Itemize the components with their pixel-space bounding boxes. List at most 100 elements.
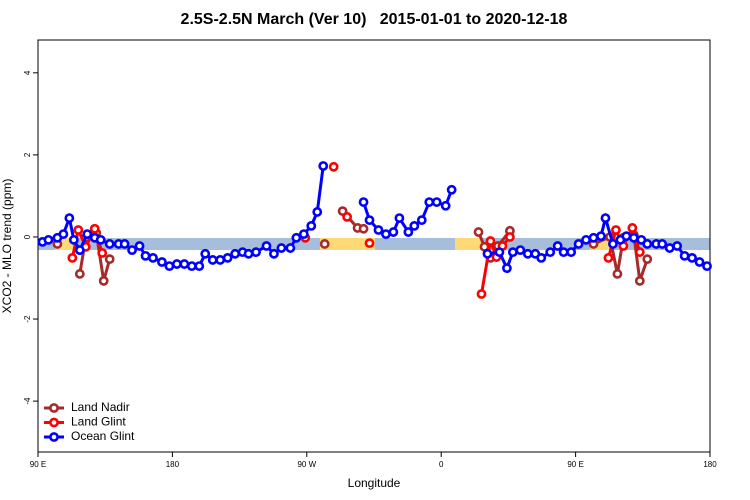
data-point: [127, 245, 137, 256]
data-point: [403, 227, 414, 237]
data-point: [58, 229, 69, 239]
data-point: [545, 247, 556, 258]
data-point: [342, 211, 353, 222]
data-point: [269, 248, 279, 259]
data-point: [485, 236, 496, 246]
data-point: [634, 275, 645, 286]
x-tick-label: 90 E: [567, 460, 583, 469]
data-point: [251, 247, 261, 258]
data-point: [215, 255, 226, 265]
data-point: [603, 253, 614, 263]
data-point: [222, 253, 233, 263]
reference-band-land: [455, 238, 482, 250]
data-point: [89, 223, 100, 234]
data-point: [276, 243, 287, 253]
data-point: [596, 231, 606, 242]
data-point: [679, 250, 690, 261]
data-point: [319, 239, 330, 249]
y-tick-label: -2: [23, 315, 32, 323]
reference-band-land: [320, 238, 375, 250]
data-point: [67, 253, 78, 263]
data-point: [381, 229, 391, 239]
data-point: [243, 248, 254, 259]
data-point: [104, 239, 115, 249]
data-point: [687, 253, 697, 263]
data-point: [68, 234, 79, 245]
data-point: [612, 269, 623, 279]
data-point: [473, 227, 484, 237]
data-point: [200, 248, 211, 259]
data-point: [627, 223, 638, 233]
data-point: [74, 245, 85, 256]
data-point: [312, 207, 323, 217]
data-point: [657, 239, 668, 249]
data-point: [119, 239, 130, 249]
data-point: [536, 253, 547, 263]
data-point: [664, 243, 675, 253]
data-point: [515, 245, 526, 256]
data-point: [476, 289, 487, 299]
data-point: [364, 238, 375, 249]
data-point: [394, 213, 405, 223]
data-point: [424, 197, 435, 207]
data-point: [600, 213, 611, 223]
data-point: [140, 250, 151, 261]
data-point: [409, 220, 420, 231]
data-point: [611, 225, 621, 235]
y-tick-label: 0: [23, 234, 32, 239]
plot-frame: [37, 39, 711, 453]
data-point: [581, 234, 591, 245]
data-point: [179, 259, 190, 269]
data-point: [507, 247, 518, 258]
data-point: [358, 223, 369, 234]
data-point: [207, 255, 218, 265]
data-point: [628, 232, 639, 243]
data-point: [328, 161, 339, 172]
data-point: [482, 248, 493, 259]
data-point: [504, 232, 515, 242]
data-point: [164, 261, 175, 272]
data-point: [95, 234, 106, 245]
x-tick-label: 180: [703, 460, 717, 469]
data-point: [285, 243, 296, 253]
data-point: [672, 241, 683, 251]
data-point: [494, 247, 505, 258]
data-point: [230, 248, 241, 259]
data-point: [98, 275, 109, 286]
data-point: [642, 254, 653, 265]
data-point: [261, 241, 272, 251]
x-tick-label: 180: [166, 460, 180, 469]
chart-title: 2.5S-2.5N March (Ver 10) 2015-01-01 to 2…: [181, 11, 568, 28]
data-point: [97, 248, 108, 258]
data-point: [608, 239, 618, 249]
x-tick-label: 90 W: [297, 460, 316, 469]
legend-marker: [49, 417, 59, 428]
data-point: [502, 263, 512, 274]
data-point: [82, 229, 93, 239]
data-point: [416, 215, 427, 226]
data-point: [558, 247, 569, 258]
data-point: [43, 234, 54, 245]
data-point: [588, 232, 599, 243]
data-point: [373, 225, 384, 235]
legend-label: Land Glint: [71, 415, 126, 429]
x-axis-label: Longitude: [348, 476, 401, 490]
data-point: [64, 213, 75, 223]
y-tick-label: 2: [23, 152, 32, 157]
x-tick-label: 0: [439, 460, 444, 469]
data-point: [388, 227, 399, 237]
data-point: [134, 241, 145, 251]
x-tick-label: 90 E: [30, 460, 46, 469]
data-point: [157, 257, 167, 267]
legend-marker: [49, 403, 59, 413]
data-point: [306, 220, 317, 231]
data-point: [573, 239, 584, 249]
data-point: [186, 261, 197, 272]
data-point: [171, 259, 182, 269]
data-point: [194, 261, 205, 272]
legend-label: Land Nadir: [71, 400, 130, 414]
data-point: [702, 261, 712, 272]
data-point: [74, 269, 85, 279]
